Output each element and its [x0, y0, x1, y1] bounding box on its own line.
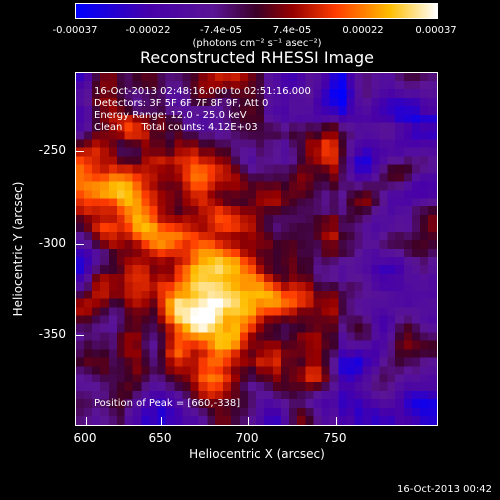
x-tick-label: 600: [73, 431, 97, 445]
y-tick: [76, 151, 84, 152]
colorbar-tick-label: 0.00022: [342, 25, 384, 36]
timestamp: 16-Oct-2013 00:42: [397, 484, 492, 495]
y-tick-label: -250: [38, 143, 66, 157]
x-tick-label: 750: [323, 431, 347, 445]
colorbar: [75, 3, 438, 19]
x-tick-label: 650: [148, 431, 172, 445]
annotation-clean-counts: Clean Total counts: 4.12E+03: [94, 122, 258, 133]
colorbar-tick-label: -0.00037: [52, 25, 98, 36]
annotation-time-range: 16-Oct-2013 02:48:16.000 to 02:51:16.000: [94, 86, 311, 97]
colorbar-tick-label: 7.4e-05: [272, 25, 312, 36]
y-tick-label: -350: [38, 327, 66, 341]
plot-title: Reconstructed RHESSI Image: [140, 48, 374, 67]
y-tick-label: -300: [38, 236, 66, 250]
x-tick: [336, 417, 337, 425]
y-tick: [76, 244, 84, 245]
x-tick: [86, 417, 87, 425]
image-plot: 16-Oct-2013 02:48:16.000 to 02:51:16.000…: [75, 72, 438, 426]
colorbar-gradient: [76, 4, 437, 18]
colorbar-units-label: (photons cm⁻² s⁻¹ asec⁻²): [192, 38, 322, 49]
rhessi-image: [76, 73, 437, 425]
x-tick: [161, 417, 162, 425]
colorbar-tick-label: -7.4e-05: [200, 25, 242, 36]
x-axis-label: Heliocentric X (arcsec): [189, 447, 325, 461]
x-tick: [248, 417, 249, 425]
peak-position-label: Position of Peak = [660,-338]: [94, 398, 241, 409]
x-tick-label: 700: [235, 431, 259, 445]
annotation-detectors: Detectors: 3F 5F 6F 7F 8F 9F, Att 0: [94, 98, 269, 109]
y-axis-label: Heliocentric Y (arcsec): [11, 181, 25, 317]
annotation-energy-range: Energy Range: 12.0 - 25.0 keV: [94, 110, 247, 121]
colorbar-tick-label: 0.00037: [415, 25, 457, 36]
colorbar-tick-label: -0.00022: [125, 25, 171, 36]
y-tick: [76, 335, 84, 336]
